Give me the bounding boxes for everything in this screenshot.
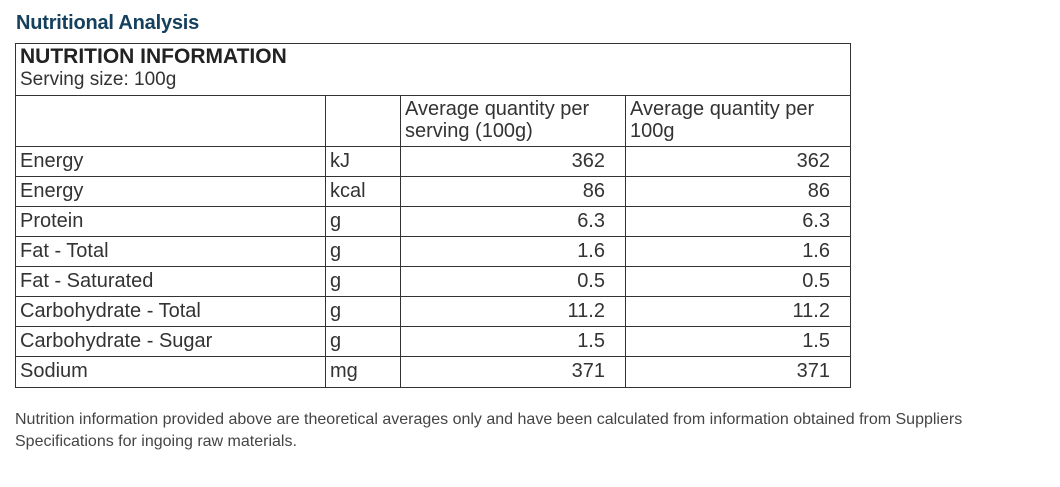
table-row: Energy kJ 362 362	[16, 147, 850, 177]
footnote: Nutrition information provided above are…	[15, 411, 963, 450]
nutrient-unit: g	[326, 327, 401, 356]
header-per-serving: Average quantity per serving (100g)	[401, 96, 626, 146]
value-per-serving: 0.5	[401, 267, 626, 296]
panel-title: NUTRITION INFORMATION	[20, 45, 287, 68]
nutrient-name: Protein	[16, 207, 326, 236]
nutrient-name: Fat - Saturated	[16, 267, 326, 296]
nutrient-name: Carbohydrate - Total	[16, 297, 326, 326]
value-per-serving: 1.6	[401, 237, 626, 266]
nutrient-unit: kcal	[326, 177, 401, 206]
column-header-row: Average quantity per serving (100g) Aver…	[16, 96, 850, 147]
nutrient-unit: g	[326, 237, 401, 266]
value-per-100g: 362	[796, 150, 830, 172]
value-per-100g: 0.5	[802, 270, 830, 292]
value-per-serving: 11.2	[401, 297, 626, 326]
page-heading: Nutritional Analysis	[16, 12, 200, 34]
nutrient-rows: Energy kJ 362 362 Energy kcal 86 86 Protein g 6.3 6…	[16, 147, 850, 387]
nutrition-panel: NUTRITION INFORMATION Serving size: 100g…	[15, 43, 851, 388]
value-per-100g: 6.3	[802, 210, 830, 232]
value-per-serving: 1.5	[401, 327, 626, 356]
value-per-100g: 1.6	[802, 240, 830, 262]
nutrient-name: Energy	[16, 177, 326, 206]
value-per-100g: 371	[796, 360, 830, 382]
table-row: Fat - Saturated g 0.5 0.5	[16, 267, 850, 297]
table-row: Energy kcal 86 86	[16, 177, 850, 207]
table-row: Protein g 6.3 6.3	[16, 207, 850, 237]
value-per-100g: 11.2	[792, 300, 830, 322]
nutrient-name: Carbohydrate - Sugar	[16, 327, 326, 356]
panel-title-block: NUTRITION INFORMATION Serving size: 100g	[16, 44, 850, 96]
nutrient-unit: g	[326, 297, 401, 326]
nutrient-name: Sodium	[16, 357, 326, 387]
table-row: Sodium mg 371 371	[16, 357, 850, 387]
header-per-100g: Average quantity per 100g	[630, 98, 815, 142]
value-per-serving: 362	[401, 147, 626, 176]
table-row: Fat - Total g 1.6 1.6	[16, 237, 850, 267]
header-empty-unit	[326, 96, 401, 146]
value-per-100g: 1.5	[802, 330, 830, 352]
nutrient-unit: kJ	[326, 147, 401, 176]
nutrient-unit: mg	[326, 357, 401, 387]
nutrient-name: Energy	[16, 147, 326, 176]
table-row: Carbohydrate - Sugar g 1.5 1.5	[16, 327, 850, 357]
table-row: Carbohydrate - Total g 11.2 11.2	[16, 297, 850, 327]
serving-size: Serving size: 100g	[20, 69, 177, 90]
header-empty-name	[16, 96, 326, 146]
value-per-serving: 6.3	[401, 207, 626, 236]
nutrient-unit: g	[326, 207, 401, 236]
value-per-100g: 86	[807, 180, 830, 202]
nutrient-name: Fat - Total	[16, 237, 326, 266]
nutrient-unit: g	[326, 267, 401, 296]
value-per-serving: 371	[401, 357, 626, 387]
value-per-serving: 86	[401, 177, 626, 206]
